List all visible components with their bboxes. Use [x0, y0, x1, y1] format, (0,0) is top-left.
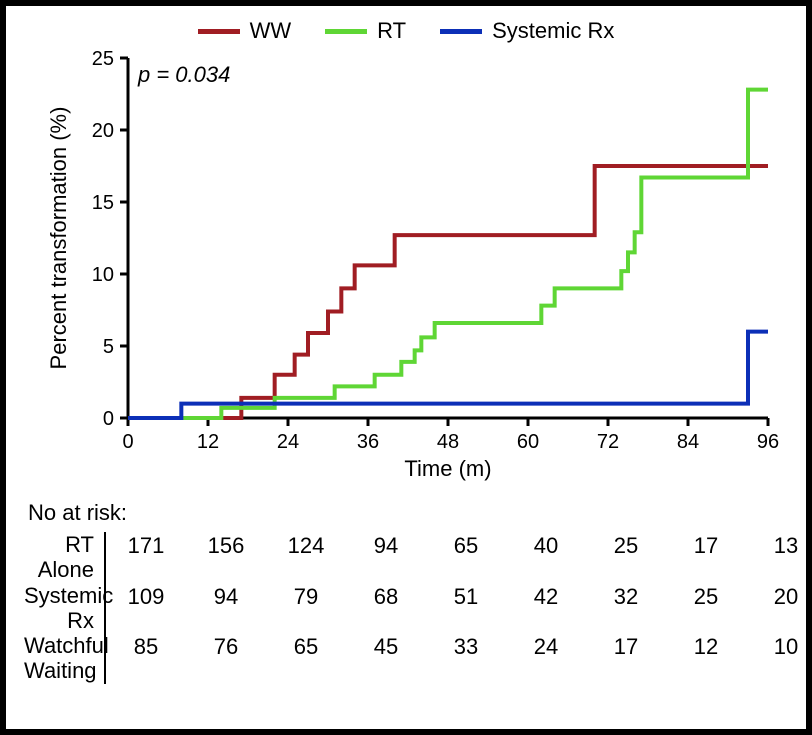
legend-item: Systemic Rx	[440, 18, 614, 44]
svg-text:20: 20	[92, 120, 114, 142]
table-cell: 40	[506, 532, 586, 583]
table-cell: 76	[186, 633, 266, 684]
legend-item: WW	[198, 18, 292, 44]
table-cell: 25	[666, 583, 746, 634]
svg-text:15: 15	[92, 192, 114, 214]
svg-text:Time (m): Time (m)	[404, 456, 491, 481]
p-value-label: p = 0.034	[138, 62, 230, 88]
table-cell: 156	[186, 532, 266, 583]
svg-text:12: 12	[197, 431, 219, 453]
legend-item: RT	[325, 18, 406, 44]
svg-text:25: 25	[92, 50, 114, 70]
svg-text:24: 24	[277, 431, 299, 453]
table-cell: 171	[106, 532, 186, 583]
table-cell: 25	[586, 532, 666, 583]
table-cell: 79	[266, 583, 346, 634]
table-cell: 13	[746, 532, 812, 583]
table-cell: 124	[266, 532, 346, 583]
table-cell: 20	[746, 583, 812, 634]
table-cell: 17	[586, 633, 666, 684]
risk-table-block: No at risk: RT Alone17115612494654025171…	[24, 500, 788, 684]
chart-svg: 0 12 24 36 48 60 72 84 96 0 5 10 15 20 25 Time (m) Perce…	[24, 50, 788, 490]
table-cell: 85	[106, 633, 186, 684]
table-cell: 24	[506, 633, 586, 684]
risk-table: RT Alone171156124946540251713Systemic Rx…	[6, 532, 788, 684]
table-cell: 65	[426, 532, 506, 583]
row-label: RT Alone	[24, 532, 106, 583]
risk-table-title: No at risk:	[28, 500, 788, 526]
table-cell: 109	[106, 583, 186, 634]
legend-swatch	[198, 29, 240, 34]
svg-text:0: 0	[103, 408, 114, 430]
table-cell: 10	[746, 633, 812, 684]
table-cell: 45	[346, 633, 426, 684]
legend-label: RT	[377, 18, 406, 44]
table-cell: 51	[426, 583, 506, 634]
svg-text:48: 48	[437, 431, 459, 453]
row-label: Systemic Rx	[24, 583, 106, 634]
table-cell: 33	[426, 633, 506, 684]
legend-label: Systemic Rx	[492, 18, 614, 44]
svg-text:0: 0	[122, 431, 133, 453]
svg-text:96: 96	[757, 431, 779, 453]
figure-frame: WW RT Systemic Rx 0 12 24 36 48 60 72 84 96 0 5 10 15 2…	[0, 0, 812, 735]
table-cell: 12	[666, 633, 746, 684]
table-cell: 17	[666, 532, 746, 583]
svg-text:Percent transformation (%): Percent transformation (%)	[46, 107, 71, 370]
svg-text:72: 72	[597, 431, 619, 453]
svg-text:10: 10	[92, 264, 114, 286]
row-label: WatchfulWaiting	[24, 633, 106, 684]
legend: WW RT Systemic Rx	[24, 18, 788, 44]
svg-text:84: 84	[677, 431, 699, 453]
legend-label: WW	[250, 18, 292, 44]
table-cell: 94	[186, 583, 266, 634]
svg-text:5: 5	[103, 336, 114, 358]
svg-text:36: 36	[357, 431, 379, 453]
table-cell: 32	[586, 583, 666, 634]
table-cell: 42	[506, 583, 586, 634]
legend-swatch	[325, 29, 367, 34]
svg-text:60: 60	[517, 431, 539, 453]
chart-area: 0 12 24 36 48 60 72 84 96 0 5 10 15 20 25 Time (m) Perce…	[24, 50, 788, 490]
legend-swatch	[440, 29, 482, 34]
table-cell: 65	[266, 633, 346, 684]
table-cell: 68	[346, 583, 426, 634]
table-cell: 94	[346, 532, 426, 583]
